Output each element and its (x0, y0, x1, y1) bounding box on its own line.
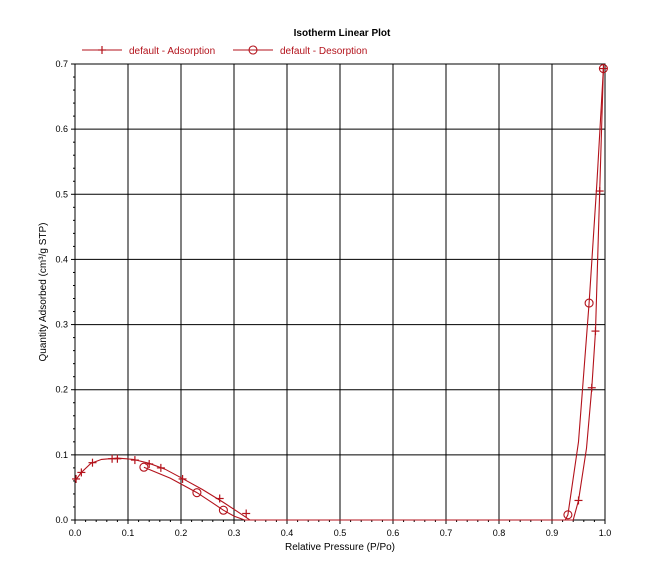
y-tick-label: 0.0 (55, 515, 68, 525)
x-tick-label: 0.8 (493, 528, 506, 538)
x-tick-label: 0.4 (281, 528, 294, 538)
legend: default - Adsorption default - Desorption (82, 45, 367, 57)
y-tick-label: 0.7 (55, 59, 68, 69)
adsorption-point (98, 46, 106, 54)
adsorption-point (591, 327, 600, 336)
series-layer (72, 64, 608, 521)
y-tick-label: 0.4 (55, 254, 68, 264)
x-tick-label: 0.2 (175, 528, 188, 538)
x-axis: 0.0 0.1 0.2 0.3 0.4 0.5 0.6 0.7 0.8 0.9 1.0 (69, 520, 612, 538)
y-tick-label: 0.1 (55, 450, 68, 460)
y-tick-label: 0.3 (55, 320, 68, 330)
y-tick-label: 0.6 (55, 124, 68, 134)
x-tick-label: 0.5 (334, 528, 347, 538)
desorption-point (598, 64, 608, 74)
adsorption-point (215, 494, 224, 503)
x-tick-label: 0.1 (122, 528, 135, 538)
adsorption-point (595, 187, 604, 196)
y-axis-title: Quantity Adsorbed (cm³/g STP) (38, 223, 49, 362)
x-tick-label: 0.7 (440, 528, 453, 538)
legend-label: default - Adsorption (129, 46, 215, 57)
y-tick-label: 0.2 (55, 385, 68, 395)
adsorption-line (74, 68, 604, 521)
grid (74, 63, 606, 521)
desorption-line (143, 68, 604, 521)
adsorption-point (574, 496, 583, 505)
desorption-point (192, 488, 202, 498)
adsorption-point (178, 474, 187, 483)
legend-item-adsorption: default - Adsorption (82, 46, 215, 57)
adsorption-point (77, 468, 86, 477)
adsorption-point (130, 456, 139, 465)
adsorption-point (113, 454, 122, 463)
adsorption-point (587, 383, 596, 392)
x-tick-label: 0.9 (546, 528, 559, 538)
x-tick-label: 0.6 (387, 528, 400, 538)
y-tick-label: 0.5 (55, 189, 68, 199)
x-axis-title: Relative Pressure (P/Po) (285, 542, 395, 553)
desorption-point (248, 45, 258, 55)
x-tick-label: 1.0 (599, 528, 612, 538)
legend-item-desorption: default - Desorption (233, 45, 367, 57)
legend-label: default - Desorption (280, 46, 367, 57)
adsorption-point (242, 509, 251, 518)
y-axis: 0.0 0.1 0.2 0.3 0.4 0.5 0.6 0.7 (55, 59, 75, 525)
x-tick-label: 0.3 (228, 528, 241, 538)
desorption-point (139, 462, 149, 472)
x-tick-label: 0.0 (69, 528, 82, 538)
desorption-point (563, 510, 573, 520)
adsorption-point (156, 463, 165, 472)
desorption-point (584, 298, 594, 308)
desorption-point (218, 505, 228, 515)
adsorption-point (72, 474, 81, 483)
adsorption-point (88, 458, 97, 467)
chart-title: Isotherm Linear Plot (294, 28, 391, 39)
